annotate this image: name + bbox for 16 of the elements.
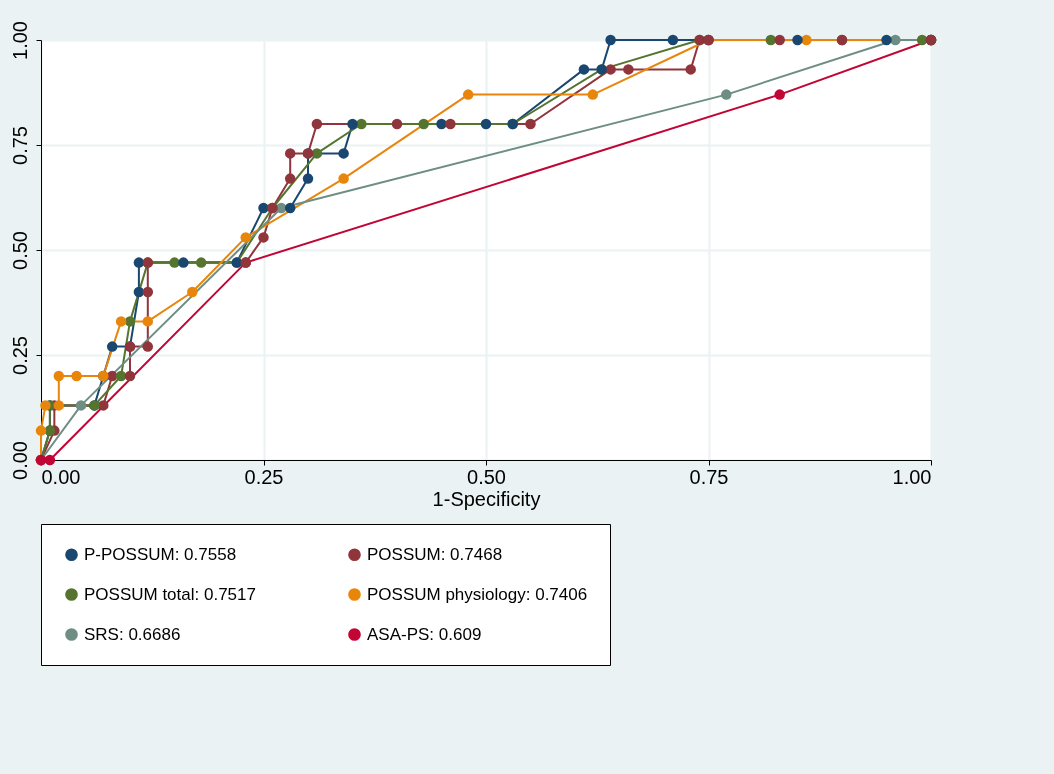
legend-label: ASA-PS: 0.609 bbox=[367, 624, 482, 644]
legend-label: POSSUM physiology: 0.7406 bbox=[367, 584, 588, 604]
y-tick-label: 1.00 bbox=[8, 21, 31, 60]
legend-label: POSSUM total: 0.7517 bbox=[84, 584, 256, 604]
x-tick-label: 0.50 bbox=[467, 465, 506, 488]
legend-label: P-POSSUM: 0.7558 bbox=[84, 544, 237, 564]
x-tick-label: 0.00 bbox=[41, 465, 81, 488]
x-tick-label: 0.25 bbox=[244, 465, 284, 488]
y-tick-label: 0.75 bbox=[8, 126, 31, 165]
x-axis-title: 1-Specificity bbox=[432, 487, 541, 510]
x-tick-label: 0.75 bbox=[689, 465, 729, 488]
legend-label: SRS: 0.6686 bbox=[84, 624, 181, 644]
x-tick-label: 1.00 bbox=[892, 465, 932, 488]
y-tick-label: 0.25 bbox=[8, 336, 31, 375]
legend-label: POSSUM: 0.7468 bbox=[367, 544, 503, 564]
y-tick-label: 0.50 bbox=[8, 231, 31, 270]
